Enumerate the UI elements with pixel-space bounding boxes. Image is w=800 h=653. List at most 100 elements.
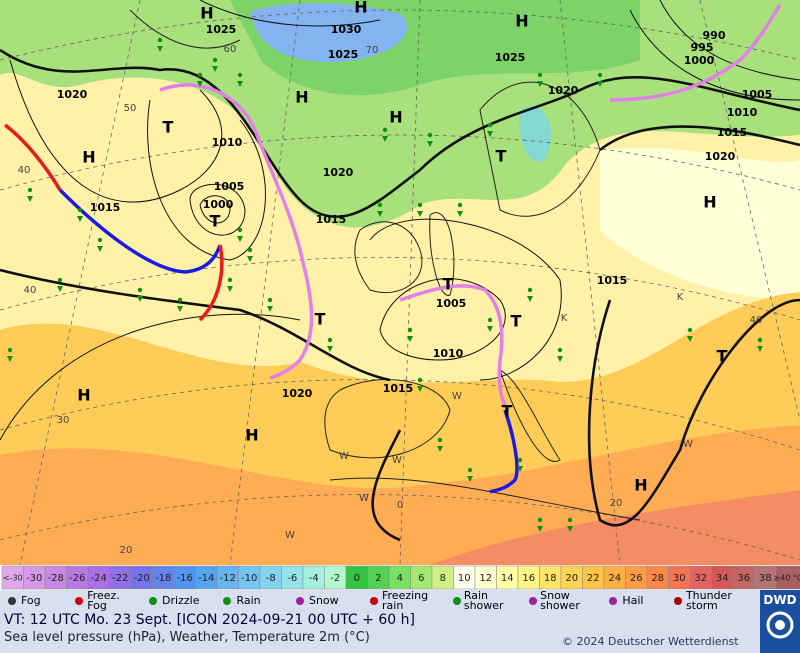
scale-label: 18 [544, 573, 557, 584]
pressure-center: T [496, 147, 507, 166]
grid-label: 20 [610, 498, 623, 509]
weather-symbol [437, 437, 443, 443]
legend-icon [674, 597, 682, 605]
weather-symbol [197, 72, 203, 78]
scale-label: -22 [112, 573, 128, 584]
isobar-label: 1020 [548, 84, 579, 97]
grid-label: 40 [18, 165, 31, 176]
legend-item: Drizzle [141, 590, 215, 612]
weather-symbol [467, 476, 473, 482]
valid-time: VT: 12 UTC Mo. 23 Sept. [ICON 2024-09-21… [4, 612, 415, 628]
legend-symbol [74, 597, 83, 605]
weather-symbol [407, 336, 413, 342]
isobars [0, 0, 800, 542]
scale-label: -28 [48, 573, 64, 584]
scale-label: 34 [716, 573, 729, 584]
pressure-center: H [82, 148, 95, 167]
weather-symbol [427, 132, 433, 138]
copyright: © 2024 Deutscher Wetterdienst [562, 635, 739, 648]
weather-symbol [7, 356, 13, 362]
weather-symbol [77, 207, 83, 213]
temp-zone [250, 3, 408, 62]
weather-symbol [557, 356, 563, 362]
scale-label: 4 [397, 573, 403, 584]
weather-symbol [212, 57, 218, 63]
isobar-label: 1025 [495, 51, 526, 64]
pressure-center: T [443, 275, 454, 294]
temp-zone [600, 147, 800, 300]
logo-text: DWD [763, 593, 797, 607]
isobar-label: 1025 [328, 48, 359, 61]
weather-symbol [757, 346, 763, 352]
footer: VT: 12 UTC Mo. 23 Sept. [ICON 2024-09-21… [0, 612, 760, 653]
grid-label: 40 [24, 285, 37, 296]
isobar-label: 1020 [57, 88, 88, 101]
isobar-label: 1020 [705, 150, 736, 163]
weather-symbol [437, 446, 443, 452]
legend-item: Snow shower [521, 590, 601, 612]
logo-icon [766, 611, 794, 639]
legend-item: Thunder storm [666, 590, 760, 612]
fronts [3, 4, 782, 494]
legend-icon [452, 597, 461, 605]
legend: Fog Freez. Fog Drizzle Rain Snow Freezing rai… [0, 590, 760, 612]
weather-symbol [567, 526, 573, 532]
weather-symbol [177, 297, 183, 303]
weather-symbol [537, 81, 543, 87]
weather-symbol [457, 211, 463, 217]
isobar-label: 1005 [214, 180, 245, 193]
scale-label: 12 [479, 573, 492, 584]
grid-label: W [359, 493, 369, 504]
scale-label: -4 [309, 573, 319, 584]
scale-label: 30 [673, 573, 686, 584]
grid-label: W [339, 451, 349, 462]
grid-label: W [285, 530, 295, 541]
legend-label: Thunder storm [685, 589, 732, 612]
legend-icon [74, 597, 83, 605]
scale-label: 38 [759, 573, 772, 584]
weather-symbol [267, 306, 273, 312]
weather-symbol [527, 287, 533, 293]
legend-symbol [609, 597, 618, 605]
weather-symbol [237, 72, 243, 78]
legend-symbol [452, 597, 461, 605]
scale-label: 20 [565, 573, 578, 584]
scale-label: -2 [330, 573, 340, 584]
legend-item: Freez. Fog [67, 590, 141, 612]
legend-item: Freezing rain [362, 590, 444, 612]
temp-zone [430, 490, 800, 565]
weather-symbol [687, 336, 693, 342]
legend-icon [370, 597, 379, 605]
weather-symbol [537, 526, 543, 532]
grid-label: 60 [224, 44, 237, 55]
legend-icon [8, 597, 16, 605]
weather-symbol [517, 466, 523, 472]
weather-symbol [212, 66, 218, 72]
pressure-center: H [295, 88, 308, 107]
weather-symbol [157, 37, 163, 43]
scale-label: <-30 [3, 574, 23, 583]
weather-symbol [407, 327, 413, 333]
weather-symbol [457, 202, 463, 208]
pressure-center: T [315, 310, 326, 329]
isobar-label: 1005 [436, 297, 467, 310]
weather-symbol [537, 72, 543, 78]
scale-label: -10 [241, 573, 257, 584]
isobar-label: 995 [691, 41, 714, 54]
pressure-center: T [717, 347, 728, 366]
legend-icon [223, 597, 232, 605]
weather-symbol [237, 227, 243, 233]
weather-symbol [597, 72, 603, 78]
scale-label: -26 [69, 573, 85, 584]
pressure-center: H [354, 0, 367, 17]
weather-symbol [177, 306, 183, 312]
scale-label: 26 [630, 573, 643, 584]
isobar-label: 1020 [323, 166, 354, 179]
weather-symbol [27, 187, 33, 193]
graticule [0, 0, 800, 566]
coastlines [129, 9, 641, 521]
pressure-center: H [703, 193, 716, 212]
legend-label: Freez. Fog [87, 589, 120, 612]
scale-label: -6 [287, 573, 297, 584]
